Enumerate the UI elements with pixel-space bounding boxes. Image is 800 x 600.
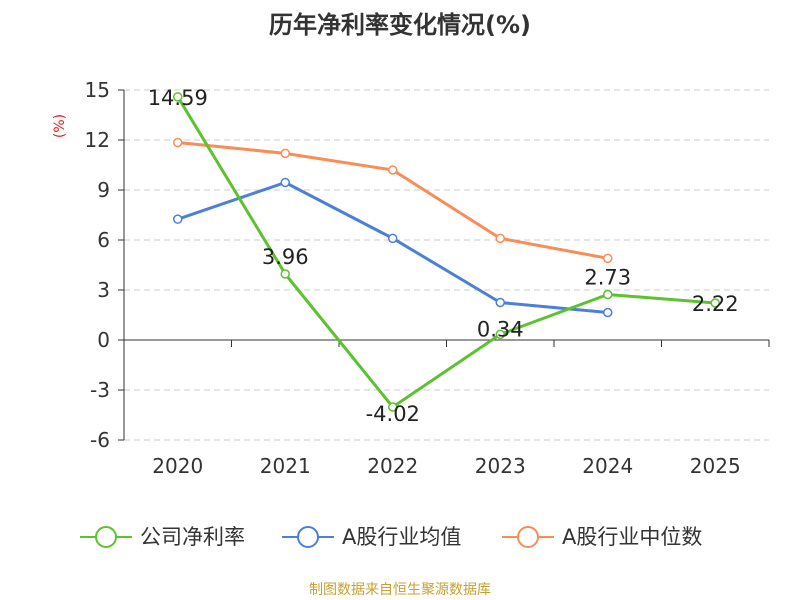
y-tick-label: 3 (97, 278, 110, 302)
y-tick-label: 12 (85, 128, 110, 152)
data-label: 2.73 (584, 266, 631, 290)
x-tick-label: 2024 (582, 454, 633, 478)
data-point (388, 165, 398, 175)
data-point (388, 233, 398, 244)
x-tick-label: 2023 (475, 454, 526, 478)
series-2 (173, 137, 613, 264)
series-0 (173, 92, 720, 412)
data-point (495, 297, 505, 308)
legend-label: 公司净利率 (140, 525, 245, 549)
legend-label: A股行业均值 (342, 525, 461, 549)
series-line (176, 96, 716, 409)
legend-marker (297, 526, 319, 548)
source-note: 制图数据来自恒生聚源数据库 (309, 582, 491, 598)
axes: 15 12 9 6 3 0 -3 -6 2020 2021 2022 2023 2024 2025 (85, 78, 770, 478)
data-point (173, 214, 183, 224)
data-point (173, 137, 183, 148)
data-point (603, 289, 613, 300)
y-tick-label: 9 (97, 178, 110, 202)
data-label: -4.02 (366, 402, 420, 426)
x-tick-label: 2021 (260, 454, 311, 478)
data-label: 14.59 (148, 86, 208, 110)
legend[interactable]: 公司净利率 A股行业均值 A股行业中位数 (80, 525, 702, 549)
legend-item[interactable]: A股行业均值 (282, 525, 461, 549)
data-label: 3.96 (262, 245, 309, 269)
data-labels: 14.59 3.96 -4.02 0.34 2.73 2.22 (148, 86, 739, 426)
y-tick-label: 6 (97, 228, 110, 252)
data-point (603, 253, 613, 264)
data-point (603, 307, 613, 318)
data-point (173, 92, 183, 102)
legend-item[interactable]: A股行业中位数 (502, 525, 702, 549)
legend-item[interactable]: 公司净利率 (80, 525, 245, 549)
data-point (388, 402, 398, 412)
y-tick-label: 15 (85, 78, 110, 102)
legend-label: A股行业中位数 (562, 525, 702, 549)
data-label: 2.22 (692, 292, 739, 316)
data-point (495, 233, 505, 244)
series-lines (173, 92, 720, 412)
y-tick-label: -6 (90, 428, 110, 452)
legend-marker (517, 526, 539, 548)
y-tick-label: 0 (97, 328, 110, 352)
chart-title: 历年净利率变化情况(%) (269, 11, 531, 39)
y-axis-title: (%) (52, 114, 68, 138)
x-tick-label: 2022 (367, 454, 418, 478)
data-label: 0.34 (477, 317, 524, 341)
data-point (280, 269, 290, 279)
data-point (710, 298, 720, 308)
legend-marker (95, 526, 117, 548)
data-point (495, 329, 505, 340)
data-point (280, 148, 290, 159)
gridlines (124, 89, 769, 441)
y-tick-label: -3 (90, 378, 110, 402)
x-tick-label: 2025 (690, 454, 741, 478)
series-1 (173, 177, 613, 318)
data-point (280, 177, 290, 188)
x-tick-label: 2020 (152, 454, 203, 478)
